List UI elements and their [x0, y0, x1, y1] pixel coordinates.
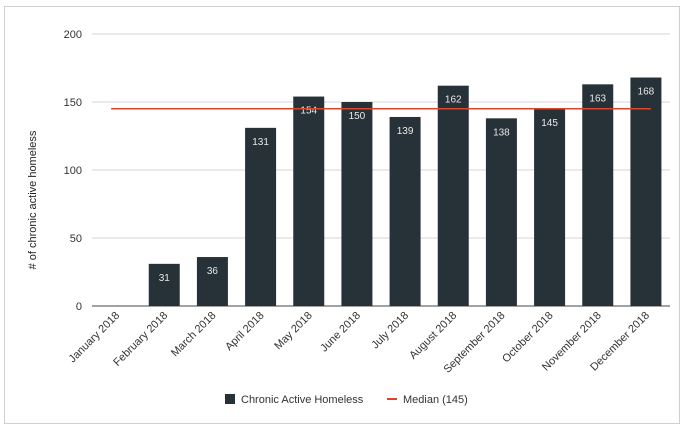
data-label: 154	[300, 106, 317, 117]
y-axis-ticks: 0 50 100 150 200	[64, 29, 82, 313]
bar	[196, 257, 228, 306]
x-tick-label: March 2018	[169, 310, 219, 360]
bar	[293, 96, 325, 306]
legend-label-bars: Chronic Active Homeless	[241, 394, 364, 406]
data-label: 131	[252, 137, 269, 148]
data-label: 150	[349, 111, 366, 122]
bar	[437, 85, 469, 307]
y-tick-label: 100	[64, 165, 82, 177]
bar	[245, 127, 277, 306]
x-tick-label: July 2018	[369, 310, 411, 352]
data-labels: 31 36 131 154 150 139 162 138 145 163 168	[159, 87, 655, 284]
legend-swatch-bars	[225, 394, 235, 404]
y-tick-label: 200	[64, 29, 82, 41]
y-axis-label: # of chronic active homeless	[27, 130, 39, 269]
y-tick-label: 50	[70, 233, 82, 245]
legend-label-median: Median (145)	[403, 394, 468, 406]
bars	[148, 77, 662, 307]
bar	[148, 263, 180, 306]
data-label: 139	[397, 126, 414, 137]
x-tick-label: May 2018	[272, 310, 315, 353]
bar	[582, 84, 614, 306]
y-tick-label: 150	[64, 97, 82, 109]
data-label: 145	[541, 118, 558, 129]
data-label: 162	[445, 95, 462, 106]
gridlines	[92, 33, 670, 307]
x-tick-label: April 2018	[223, 310, 267, 354]
data-label: 163	[589, 93, 606, 104]
bar	[630, 77, 662, 307]
x-tick-label: June 2018	[318, 310, 363, 355]
data-label: 31	[159, 273, 171, 284]
x-tick-label: August 2018	[407, 310, 459, 362]
data-label: 168	[638, 87, 655, 98]
bar	[341, 102, 373, 306]
data-label: 138	[493, 127, 510, 138]
bar	[389, 116, 421, 307]
legend: Chronic Active Homeless Median (145)	[225, 394, 468, 406]
bar	[485, 118, 517, 306]
y-tick-label: 0	[76, 301, 82, 313]
data-label: 36	[207, 266, 219, 277]
bar	[534, 108, 566, 306]
